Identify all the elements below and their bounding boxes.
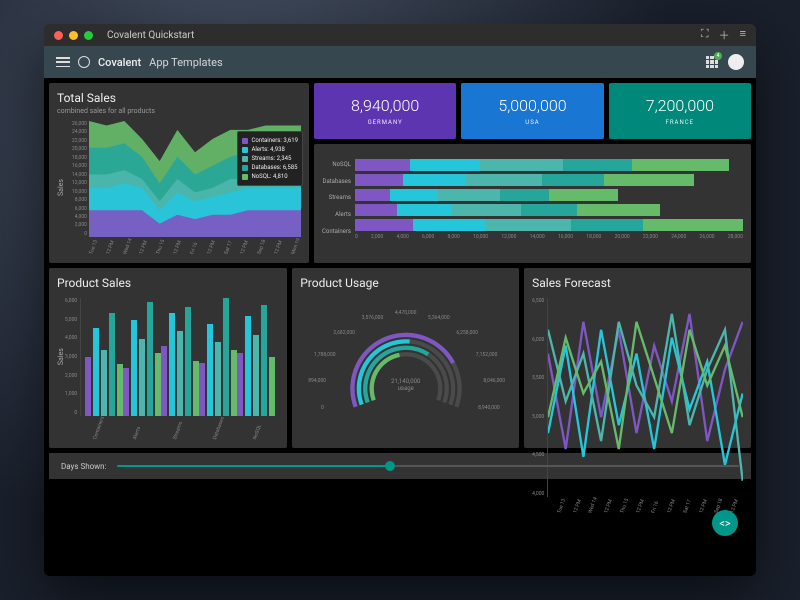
card-title: Product Usage (300, 276, 511, 290)
titlebar: Covalent Quickstart ⛶ ＋ ≡ (44, 24, 756, 46)
bar-group (199, 298, 237, 416)
kpi-card[interactable]: 7,200,000 FRANCE (609, 83, 751, 139)
kpi-label: GERMANY (368, 119, 403, 126)
product-sales-card: Product Sales Sales 6,0005,0004,0003,000… (49, 268, 287, 448)
bar-chart (80, 298, 279, 416)
kpi-value: 7,200,000 (646, 96, 714, 115)
kpi-value: 5,000,000 (498, 96, 566, 115)
add-icon[interactable]: ＋ (719, 27, 730, 43)
notification-badge: 4 (714, 52, 722, 60)
card-title: Product Sales (57, 276, 279, 290)
kpi-card[interactable]: 8,940,000 GERMANY (314, 83, 456, 139)
hbar-row (355, 159, 743, 171)
horizontal-bar-card: NoSQLDatabasesStreamsAlertsContainers 02… (314, 144, 751, 263)
slider-thumb[interactable] (385, 461, 395, 471)
kpi-card[interactable]: 5,000,000 USA (461, 83, 603, 139)
maximize-icon[interactable] (84, 31, 93, 40)
section-title: App Templates (149, 56, 223, 69)
app-window: Covalent Quickstart ⛶ ＋ ≡ Covalent App T… (44, 24, 756, 576)
kpi-value: 8,940,000 (351, 96, 419, 115)
brand-name: Covalent (98, 56, 141, 69)
hbar-row (355, 204, 743, 216)
kpi-label: USA (525, 119, 539, 126)
kpi-label: FRANCE (666, 119, 695, 126)
gauge-center-label: 21,140,000usage (391, 378, 420, 392)
window-title: Covalent Quickstart (107, 30, 194, 41)
dashboard-content: Total Sales combined sales for all produ… (44, 78, 756, 576)
hbar-row (355, 219, 743, 231)
slider-label: Days Shown: (61, 462, 107, 471)
close-icon[interactable] (54, 31, 63, 40)
hbar-row (355, 189, 743, 201)
appbar: Covalent App Templates 4 (44, 46, 756, 78)
card-title: Sales Forecast (532, 276, 743, 290)
hbar-row (355, 174, 743, 186)
code-fab-button[interactable]: <> (712, 510, 738, 536)
menu-icon[interactable]: ≡ (740, 27, 746, 43)
card-subtitle: combined sales for all products (57, 107, 301, 115)
sales-forecast-card: Sales Forecast 6,5006,0005,5005,0004,500… (524, 268, 751, 448)
card-title: Total Sales (57, 91, 301, 105)
github-icon[interactable] (728, 54, 744, 70)
y-axis-label: Sales (57, 298, 65, 416)
total-sales-card: Total Sales combined sales for all produ… (49, 83, 309, 263)
hamburger-icon[interactable] (56, 57, 70, 67)
covalent-logo-icon (78, 56, 90, 68)
minimize-icon[interactable] (69, 31, 78, 40)
bar-group (123, 302, 161, 416)
bar-group (85, 313, 123, 416)
chart-tooltip: Containers: 3,619Alerts: 4,938Streams: 2… (237, 131, 303, 186)
bar-group (161, 307, 199, 416)
product-usage-card: Product Usage 0894,0001,788,0002,682,000… (292, 268, 519, 448)
fullscreen-icon[interactable]: ⛶ (701, 27, 709, 43)
y-axis-label: Sales (57, 121, 65, 255)
apps-button[interactable]: 4 (706, 56, 718, 68)
bar-group (237, 305, 275, 416)
days-slider[interactable] (117, 465, 739, 467)
